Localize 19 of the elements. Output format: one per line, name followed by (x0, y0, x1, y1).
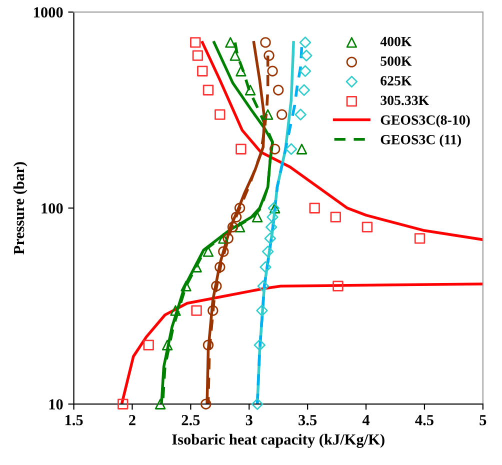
x-tick-label: 1.5 (65, 415, 83, 426)
x-tick-label: 4 (362, 415, 370, 426)
legend-label: 400K (380, 36, 412, 46)
x-tick-label: 5 (480, 415, 486, 426)
x-axis-title: Isobaric heat capacity (kJ/Kg/K) (172, 434, 384, 448)
y-tick-label: 1000 (34, 7, 63, 18)
legend-label: 625K (380, 76, 412, 86)
x-tick-label: 3 (246, 414, 252, 426)
y-tick-label: 10 (49, 399, 63, 410)
x-tick-label: 3.5 (298, 414, 317, 426)
legend-label: 305.33K (380, 96, 430, 106)
x-tick-label: 2.5 (182, 414, 200, 426)
legend-label: 500K (380, 56, 412, 66)
y-axis-title: Pressure (bar) (13, 162, 28, 254)
x-tick-label: 2 (129, 414, 136, 426)
y-tick-label: 100 (42, 203, 63, 214)
x-tick-label: 4.5 (415, 415, 434, 426)
legend-label: GEOS3C (11) (380, 134, 461, 148)
legend-label: GEOS3C(8-10) (380, 114, 470, 128)
